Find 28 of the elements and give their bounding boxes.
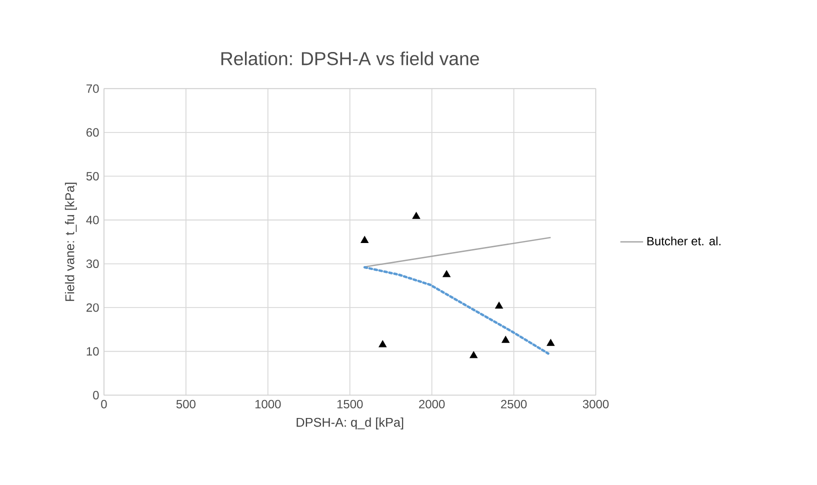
point — [412, 212, 420, 219]
point — [442, 270, 451, 278]
y-tick-label: 70 — [86, 84, 99, 93]
x-tick-label: 2000 — [419, 400, 445, 408]
point — [502, 336, 510, 343]
point — [470, 351, 478, 358]
x-tick-label: 0 — [101, 400, 107, 408]
x-tick-label: 1000 — [255, 400, 281, 408]
x-tick-label: 500 — [176, 400, 196, 408]
y-tick-label: 40 — [86, 216, 99, 224]
point — [360, 236, 369, 243]
point — [546, 338, 555, 346]
chart-title: Relation: DPSH-A vs field vane — [221, 51, 479, 66]
line-series — [363, 266, 550, 355]
y-tick-label: 60 — [86, 128, 99, 137]
x-tick-label: 1500 — [337, 400, 363, 408]
x-tick-label: 2500 — [501, 400, 527, 408]
y-tick-label: 20 — [86, 303, 99, 312]
y-tick-label: 30 — [86, 259, 99, 268]
point — [495, 302, 504, 309]
x-axis-title: DPSH-A: q_d [kPa] — [296, 417, 404, 430]
point — [378, 340, 387, 348]
x-tick-label: 3000 — [582, 400, 609, 408]
y-tick-label: 50 — [86, 172, 99, 180]
legend-label: Butcher et. al. — [647, 236, 720, 246]
y-tick-label: 0 — [93, 390, 99, 400]
y-axis-title: Field vane: t_fu [kPa] — [64, 182, 77, 301]
y-tick-label: 10 — [86, 347, 99, 356]
